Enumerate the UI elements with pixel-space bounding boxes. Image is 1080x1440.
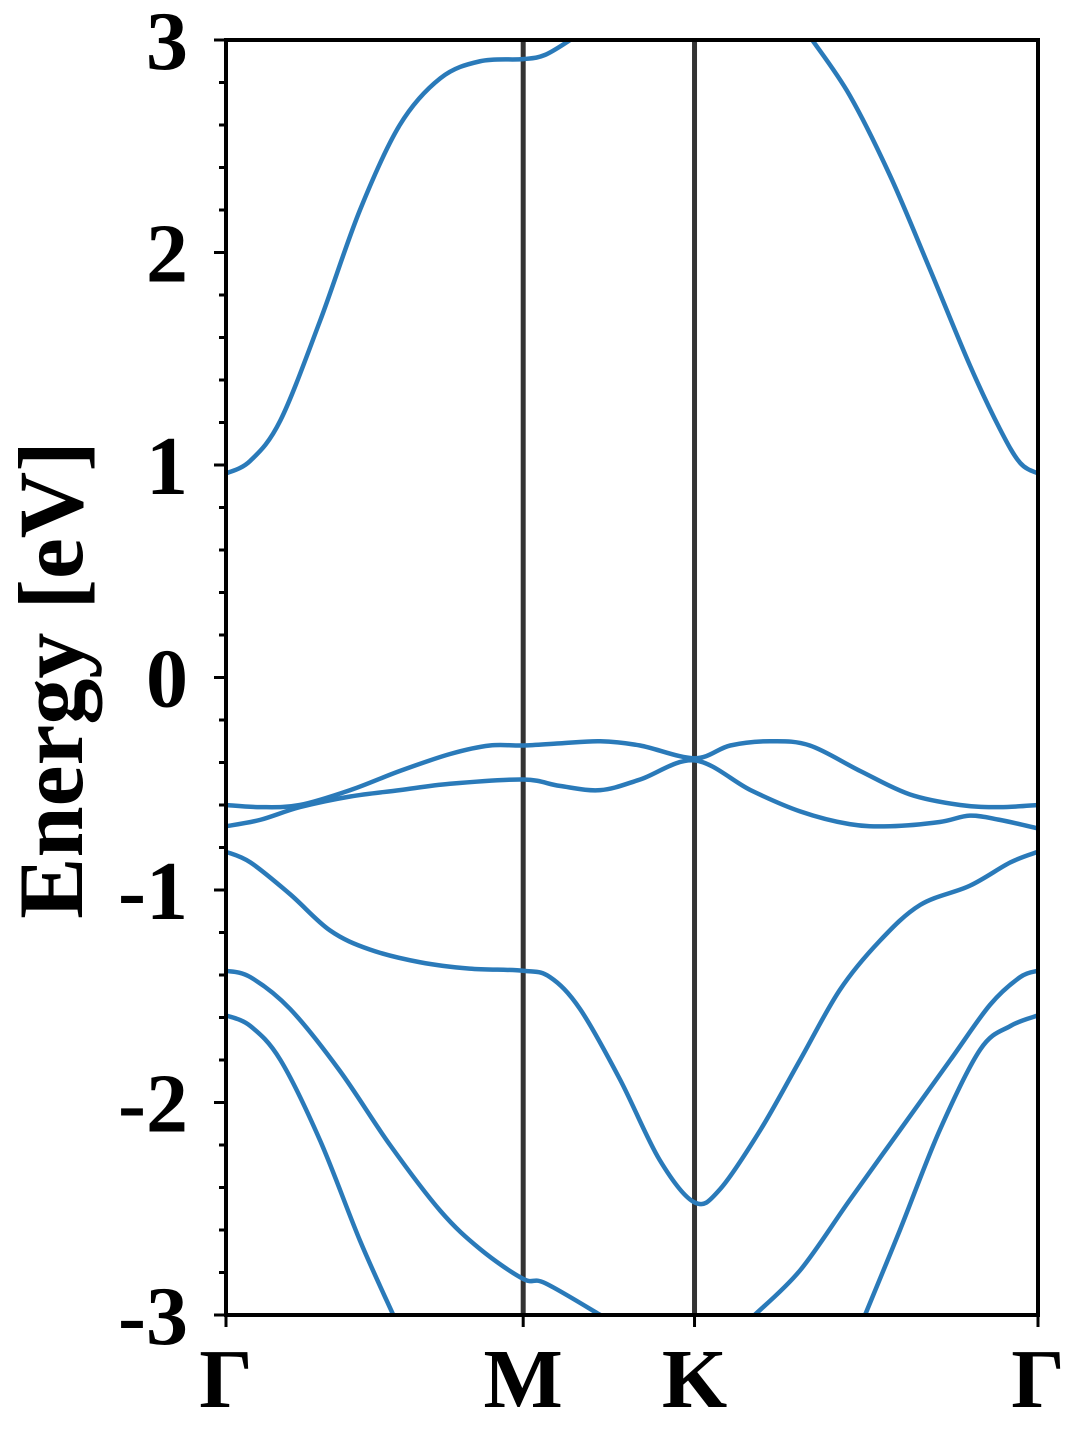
band-line bbox=[226, 758, 1038, 831]
plot-frame bbox=[224, 38, 1040, 1317]
x-tick-label: M bbox=[484, 1333, 563, 1426]
y-tick-label: -3 bbox=[118, 1270, 188, 1363]
y-tick-label: -2 bbox=[118, 1058, 188, 1151]
y-tick-label: 1 bbox=[146, 420, 188, 513]
x-tick-label: Γ bbox=[199, 1333, 252, 1426]
y-tick-label: -1 bbox=[118, 845, 188, 938]
band-line bbox=[226, 849, 1038, 1207]
band-line bbox=[226, 738, 1038, 810]
band-line bbox=[226, 40, 1038, 476]
bands bbox=[226, 40, 1038, 1315]
x-tick-label: Γ bbox=[1011, 1333, 1064, 1426]
x-tick-label: K bbox=[662, 1333, 727, 1426]
band-line bbox=[226, 968, 1038, 1315]
y-tick-label: 0 bbox=[146, 633, 188, 726]
y-tick-label: 2 bbox=[146, 208, 188, 301]
y-axis-title: Energy [eV] bbox=[0, 441, 102, 919]
y-tick-label: 3 bbox=[146, 0, 188, 88]
band-line bbox=[226, 1013, 1038, 1315]
